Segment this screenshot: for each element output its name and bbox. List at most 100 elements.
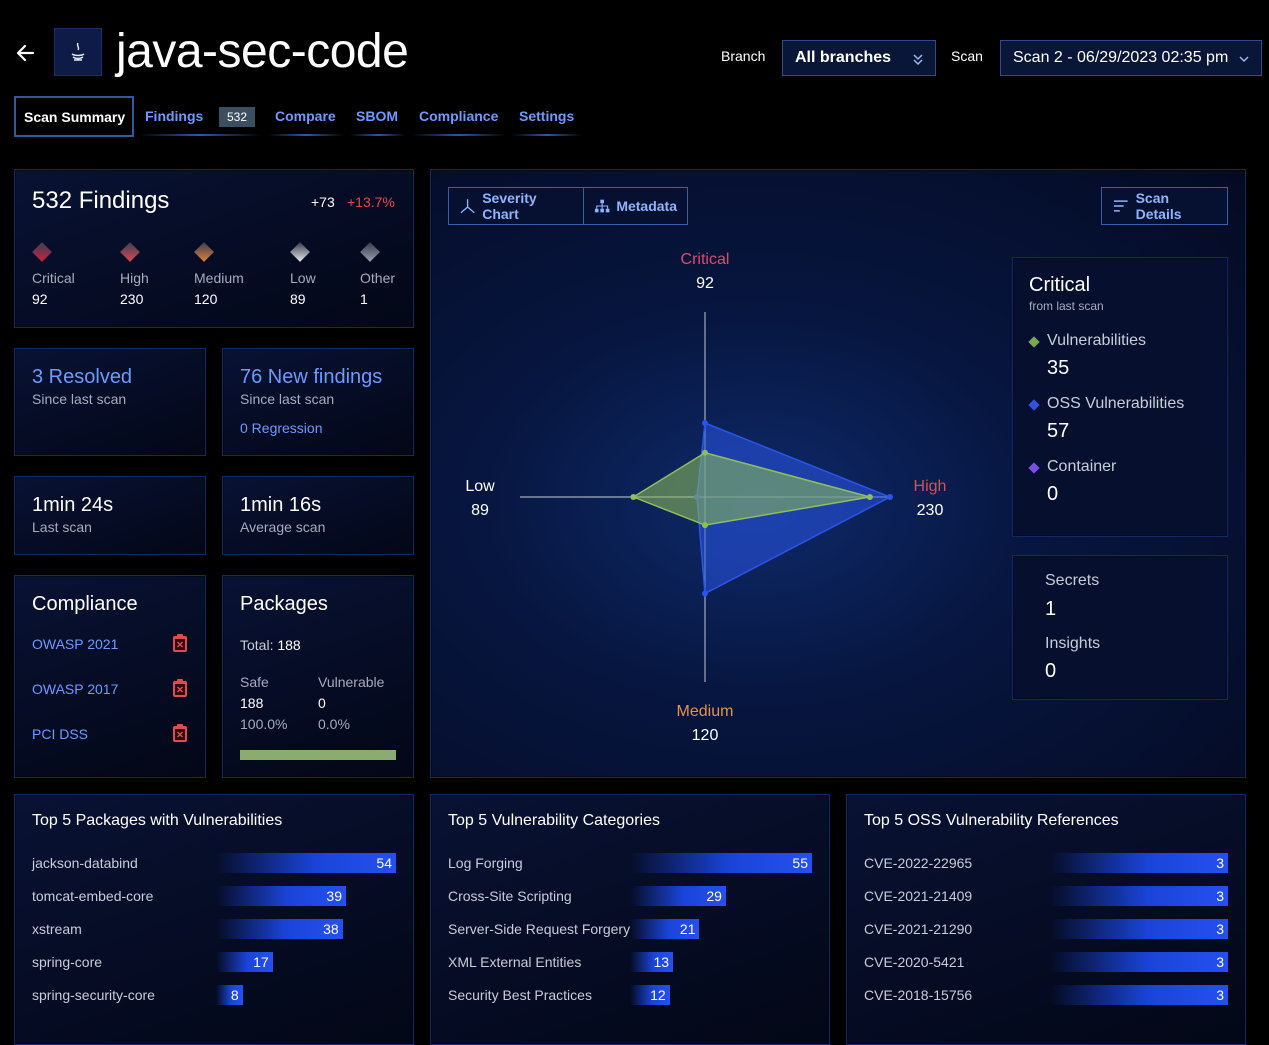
- findings-delta: +73: [311, 194, 335, 210]
- tab-findings[interactable]: Findings: [145, 108, 204, 124]
- top-oss-item-label: CVE-2021-21290: [864, 921, 973, 937]
- critical-summary-subtitle: from last scan: [1029, 299, 1104, 313]
- bar-value: 3: [1216, 855, 1224, 871]
- top-oss-bar: 3: [1050, 985, 1228, 1005]
- findings-delta-pct: +13.7%: [347, 194, 395, 210]
- top-oss-bar: 3: [1050, 886, 1228, 906]
- packages-safe-pct: 100.0%: [240, 716, 288, 732]
- radar-point: [702, 449, 708, 456]
- radar-axis-value: 92: [696, 275, 714, 292]
- chevron-down-icon: [1239, 56, 1249, 63]
- bar-value: 3: [1216, 987, 1224, 1003]
- top-packages-item-label: spring-security-core: [32, 987, 155, 1003]
- scan-select-value: Scan 2 - 06/29/2023 02:35 pm: [1013, 49, 1229, 66]
- tab-scan-summary[interactable]: Scan Summary: [14, 96, 134, 137]
- tab-settings[interactable]: Settings: [519, 108, 575, 124]
- compliance-card: Compliance OWASP 2021 OWASP 2017 PCI DSS: [14, 575, 206, 778]
- radar-axis-value: 230: [917, 502, 944, 519]
- critical-item-value: 0: [1047, 483, 1059, 505]
- bar-value: 13: [653, 954, 670, 970]
- tab-sbom-underline: [350, 134, 406, 136]
- page-title: java-sec-code: [116, 25, 409, 78]
- tab-sbom[interactable]: SBOM: [356, 108, 398, 124]
- clipboard-x-icon: [172, 723, 188, 743]
- compliance-item-label[interactable]: OWASP 2021: [32, 636, 119, 652]
- top-categories-bar: 21: [630, 919, 700, 939]
- scan-details-label: Scan Details: [1135, 190, 1182, 222]
- secrets-label: Secrets: [1045, 572, 1100, 589]
- compliance-item-label[interactable]: OWASP 2017: [32, 681, 119, 697]
- bar-value: 3: [1216, 954, 1224, 970]
- bar-value: 54: [376, 855, 392, 871]
- critical-item-label: Container: [1047, 458, 1117, 475]
- packages-safe-fill: [240, 750, 396, 760]
- top-oss-item-label: CVE-2021-21409: [864, 888, 973, 904]
- top-categories-bar: 55: [630, 853, 812, 873]
- regression-link[interactable]: 0 Regression: [240, 420, 323, 436]
- radar-point: [702, 420, 708, 426]
- findings-total: 532 Findings: [32, 187, 170, 214]
- bar-value: 38: [323, 921, 339, 937]
- high-diamond-icon: [120, 242, 140, 262]
- bar-value: 3: [1216, 921, 1224, 937]
- critical-label: Critical: [32, 270, 75, 286]
- metadata-button[interactable]: Metadata: [583, 187, 688, 225]
- top-oss-bar: 3: [1050, 952, 1228, 972]
- top-oss-item-label: CVE-2018-15756: [864, 987, 973, 1003]
- lines-icon: [1113, 200, 1128, 212]
- tab-settings-underline: [512, 134, 582, 136]
- bar-value: 39: [326, 888, 342, 904]
- tab-scan-summary-label: Scan Summary: [24, 109, 126, 125]
- top-packages-bar: 38: [216, 919, 343, 939]
- metadata-label: Metadata: [616, 198, 677, 214]
- new-findings-card[interactable]: 76 New findings Since last scan 0 Regres…: [222, 348, 414, 456]
- high-label: High: [120, 270, 149, 286]
- resolved-card[interactable]: 3 Resolved Since last scan: [14, 348, 206, 456]
- top-packages-bar: 39: [216, 886, 346, 906]
- resolved-subtitle: Since last scan: [32, 391, 127, 407]
- radar-axis-label: High: [914, 478, 947, 495]
- severity-chart-label: Severity Chart: [482, 190, 537, 222]
- findings-count-badge: 532: [219, 107, 255, 127]
- top-oss-bar: 3: [1050, 853, 1228, 873]
- tab-compliance[interactable]: Compliance: [419, 108, 499, 124]
- medium-label: Medium: [194, 270, 244, 286]
- top-packages-item-label: xstream: [32, 921, 82, 937]
- scan-select[interactable]: Scan 2 - 06/29/2023 02:35 pm: [1000, 40, 1262, 76]
- critical-item-value: 57: [1047, 420, 1070, 442]
- diamond-icon: [1028, 462, 1040, 474]
- chevron-double-down-icon: [913, 54, 923, 66]
- average-scan-time: 1min 16s: [240, 494, 322, 516]
- bar-value: 12: [650, 987, 666, 1003]
- compliance-title: Compliance: [32, 593, 138, 615]
- severity-chart-button[interactable]: Severity Chart: [448, 187, 584, 225]
- medium-diamond-icon: [194, 242, 214, 262]
- branch-select-value: All branches: [795, 49, 892, 66]
- secrets-card: Secrets 1 Insights 0: [1012, 555, 1228, 700]
- compliance-item-label[interactable]: PCI DSS: [32, 726, 89, 742]
- diamond-icon: [1028, 336, 1040, 348]
- top-categories-bar: 12: [630, 985, 670, 1005]
- back-button[interactable]: [14, 38, 40, 68]
- bar-value: 55: [792, 855, 808, 871]
- branch-label: Branch: [721, 48, 766, 64]
- low-count: 89: [290, 291, 306, 307]
- top-oss-item-label: CVE-2020-5421: [864, 954, 965, 970]
- radar-point: [630, 494, 637, 500]
- scan-details-button[interactable]: Scan Details: [1101, 187, 1228, 225]
- packages-total-value: 188: [277, 637, 301, 653]
- branch-select[interactable]: All branches: [782, 40, 936, 76]
- tab-compare[interactable]: Compare: [275, 108, 336, 124]
- packages-safe-label: Safe: [240, 674, 269, 690]
- critical-item-value: 35: [1047, 357, 1070, 379]
- bar-value: 8: [230, 987, 239, 1003]
- insights-value: 0: [1045, 660, 1057, 682]
- top-categories-item-label: Server-Side Request Forgery: [448, 921, 631, 937]
- top-categories-item-label: XML External Entities: [448, 954, 582, 970]
- packages-vulnerable-label: Vulnerable: [318, 674, 385, 690]
- secrets-value: 1: [1045, 598, 1057, 620]
- top-packages-bar: 8: [216, 985, 243, 1005]
- radar-axis-value: 89: [471, 502, 489, 519]
- arrow-left-icon: [16, 44, 35, 62]
- resolved-title: 3 Resolved: [32, 366, 133, 388]
